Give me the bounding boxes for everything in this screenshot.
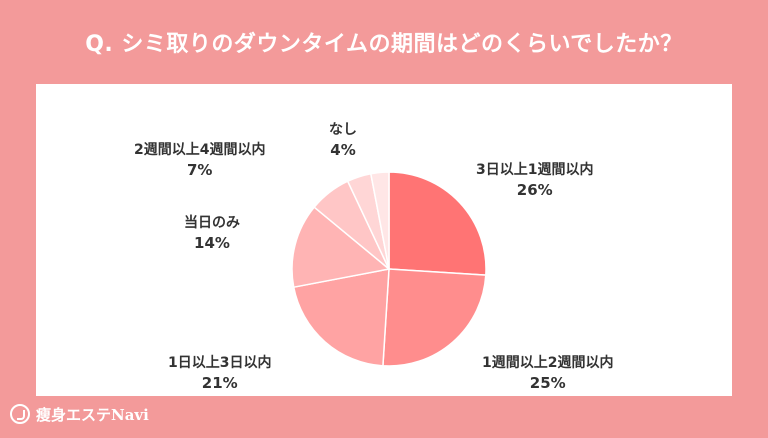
- slice-label-2weeks-4weeks: 2週間以上4週間以内 7%: [134, 140, 265, 180]
- slice-label-text: なし: [329, 122, 357, 138]
- slice-label-text: 3日以上1週間以内: [476, 162, 594, 178]
- slice-label-none: なし 4%: [329, 120, 357, 160]
- pie-chart: [291, 171, 487, 367]
- slice-label-text: 1週間以上2週間以内: [482, 355, 614, 371]
- slice-label-value: 25%: [529, 374, 566, 392]
- slice-label-1week-2weeks: 1週間以上2週間以内 25%: [482, 353, 613, 393]
- pie-slice-0: [388, 171, 487, 276]
- pie-slice-3: [291, 206, 391, 289]
- slice-label-value: 26%: [516, 181, 553, 199]
- chart-title: Q. シミ取りのダウンタイムの期間はどのくらいでしたか？: [85, 32, 683, 57]
- slice-label-value: 4%: [330, 141, 356, 159]
- brand-footer: 瘦身エステNavi: [10, 401, 149, 427]
- slice-label-3days-1week: 3日以上1週間以内 26%: [476, 160, 593, 200]
- slice-label-text: 1日以上3日以内: [168, 355, 272, 371]
- slice-label-value: 14%: [194, 234, 230, 252]
- pie-slice-2: [292, 268, 390, 367]
- slice-label-value: 7%: [187, 161, 213, 179]
- slice-label-value: 21%: [201, 374, 238, 392]
- pie-slice-6: [369, 171, 390, 270]
- pie-slice-1: [382, 268, 487, 367]
- brand-name: 瘦身エステNavi: [36, 405, 149, 424]
- slice-label-text: 当日のみ: [184, 215, 240, 231]
- slice-label-same-day: 当日のみ 14%: [184, 213, 240, 253]
- slice-label-text: 2週間以上4週間以内: [134, 142, 266, 158]
- leaf-heart-icon: [10, 404, 30, 424]
- title-bar: Q. シミ取りのダウンタイムの期間はどのくらいでしたか？: [0, 0, 768, 84]
- slice-label-1day-3days: 1日以上3日以内 21%: [168, 353, 271, 393]
- chart-panel: 3日以上1週間以内 26% 1週間以上2週間以内 25% 1日以上3日以内 21…: [36, 84, 732, 396]
